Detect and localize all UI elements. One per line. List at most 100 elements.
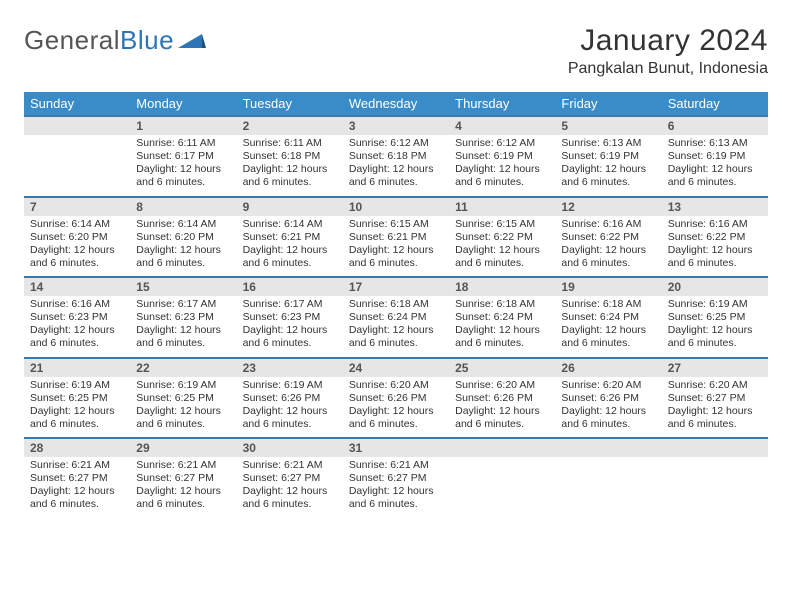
sunset-line: Sunset: 6:22 PM	[668, 231, 762, 244]
sunrise-line: Sunrise: 6:17 AM	[136, 298, 230, 311]
sunrise-line: Sunrise: 6:14 AM	[243, 218, 337, 231]
empty-cell	[449, 438, 555, 457]
daylight-line: Daylight: 12 hours and 6 minutes.	[455, 244, 549, 270]
weekday-header: Thursday	[449, 92, 555, 116]
day-content-cell: Sunrise: 6:21 AMSunset: 6:27 PMDaylight:…	[130, 457, 236, 518]
day-content-cell: Sunrise: 6:18 AMSunset: 6:24 PMDaylight:…	[449, 296, 555, 358]
day-content-cell: Sunrise: 6:17 AMSunset: 6:23 PMDaylight:…	[237, 296, 343, 358]
daylight-line: Daylight: 12 hours and 6 minutes.	[30, 405, 124, 431]
sunset-line: Sunset: 6:19 PM	[561, 150, 655, 163]
empty-cell	[24, 116, 130, 135]
day-content-cell: Sunrise: 6:20 AMSunset: 6:26 PMDaylight:…	[343, 377, 449, 439]
day-content-cell: Sunrise: 6:20 AMSunset: 6:26 PMDaylight:…	[449, 377, 555, 439]
sunset-line: Sunset: 6:27 PM	[136, 472, 230, 485]
day-content-cell: Sunrise: 6:16 AMSunset: 6:23 PMDaylight:…	[24, 296, 130, 358]
sunrise-line: Sunrise: 6:16 AM	[668, 218, 762, 231]
sunrise-line: Sunrise: 6:19 AM	[668, 298, 762, 311]
daylight-line: Daylight: 12 hours and 6 minutes.	[136, 324, 230, 350]
sunset-line: Sunset: 6:18 PM	[349, 150, 443, 163]
day-number-cell: 25	[449, 358, 555, 377]
empty-cell	[662, 457, 768, 518]
sunrise-line: Sunrise: 6:19 AM	[243, 379, 337, 392]
weekday-header: Monday	[130, 92, 236, 116]
sunset-line: Sunset: 6:24 PM	[455, 311, 549, 324]
sunset-line: Sunset: 6:23 PM	[136, 311, 230, 324]
sunset-line: Sunset: 6:27 PM	[30, 472, 124, 485]
day-content-cell: Sunrise: 6:11 AMSunset: 6:18 PMDaylight:…	[237, 135, 343, 197]
sunset-line: Sunset: 6:19 PM	[455, 150, 549, 163]
sunrise-line: Sunrise: 6:17 AM	[243, 298, 337, 311]
sunset-line: Sunset: 6:23 PM	[243, 311, 337, 324]
sunset-line: Sunset: 6:26 PM	[243, 392, 337, 405]
daylight-line: Daylight: 12 hours and 6 minutes.	[30, 324, 124, 350]
day-content-cell: Sunrise: 6:11 AMSunset: 6:17 PMDaylight:…	[130, 135, 236, 197]
sunset-line: Sunset: 6:25 PM	[30, 392, 124, 405]
sunset-line: Sunset: 6:26 PM	[561, 392, 655, 405]
day-number-cell: 21	[24, 358, 130, 377]
sunrise-line: Sunrise: 6:18 AM	[561, 298, 655, 311]
weekday-header: Tuesday	[237, 92, 343, 116]
sunrise-line: Sunrise: 6:19 AM	[136, 379, 230, 392]
sunrise-line: Sunrise: 6:20 AM	[668, 379, 762, 392]
daylight-line: Daylight: 12 hours and 6 minutes.	[243, 324, 337, 350]
empty-cell	[555, 438, 661, 457]
sunrise-line: Sunrise: 6:14 AM	[136, 218, 230, 231]
day-number-cell: 31	[343, 438, 449, 457]
day-number-cell: 26	[555, 358, 661, 377]
brand-part2: Blue	[120, 25, 174, 56]
sunset-line: Sunset: 6:20 PM	[136, 231, 230, 244]
sunrise-line: Sunrise: 6:20 AM	[561, 379, 655, 392]
day-content-cell: Sunrise: 6:19 AMSunset: 6:25 PMDaylight:…	[24, 377, 130, 439]
sunset-line: Sunset: 6:27 PM	[243, 472, 337, 485]
day-number-cell: 9	[237, 197, 343, 216]
sunset-line: Sunset: 6:26 PM	[349, 392, 443, 405]
day-number-cell: 10	[343, 197, 449, 216]
daylight-line: Daylight: 12 hours and 6 minutes.	[243, 485, 337, 511]
daylight-line: Daylight: 12 hours and 6 minutes.	[455, 324, 549, 350]
sunrise-line: Sunrise: 6:18 AM	[349, 298, 443, 311]
sunrise-line: Sunrise: 6:18 AM	[455, 298, 549, 311]
day-content-cell: Sunrise: 6:17 AMSunset: 6:23 PMDaylight:…	[130, 296, 236, 358]
sunset-line: Sunset: 6:23 PM	[30, 311, 124, 324]
daylight-line: Daylight: 12 hours and 6 minutes.	[668, 405, 762, 431]
day-content-cell: Sunrise: 6:16 AMSunset: 6:22 PMDaylight:…	[555, 216, 661, 278]
daylight-line: Daylight: 12 hours and 6 minutes.	[349, 324, 443, 350]
daylight-line: Daylight: 12 hours and 6 minutes.	[136, 163, 230, 189]
day-number-cell: 5	[555, 116, 661, 135]
sunset-line: Sunset: 6:22 PM	[455, 231, 549, 244]
daylight-line: Daylight: 12 hours and 6 minutes.	[243, 163, 337, 189]
day-content-cell: Sunrise: 6:15 AMSunset: 6:22 PMDaylight:…	[449, 216, 555, 278]
calendar-week-content: Sunrise: 6:11 AMSunset: 6:17 PMDaylight:…	[24, 135, 768, 197]
sunrise-line: Sunrise: 6:12 AM	[455, 137, 549, 150]
brand-logo: GeneralBlue	[24, 24, 206, 57]
sunrise-line: Sunrise: 6:21 AM	[243, 459, 337, 472]
sunset-line: Sunset: 6:27 PM	[349, 472, 443, 485]
day-content-cell: Sunrise: 6:12 AMSunset: 6:19 PMDaylight:…	[449, 135, 555, 197]
day-content-cell: Sunrise: 6:19 AMSunset: 6:25 PMDaylight:…	[662, 296, 768, 358]
day-number-cell: 30	[237, 438, 343, 457]
day-content-cell: Sunrise: 6:18 AMSunset: 6:24 PMDaylight:…	[343, 296, 449, 358]
daylight-line: Daylight: 12 hours and 6 minutes.	[668, 244, 762, 270]
weekday-header: Friday	[555, 92, 661, 116]
calendar-week-content: Sunrise: 6:19 AMSunset: 6:25 PMDaylight:…	[24, 377, 768, 439]
sunrise-line: Sunrise: 6:16 AM	[561, 218, 655, 231]
day-number-cell: 22	[130, 358, 236, 377]
calendar-week-daynums: 21222324252627	[24, 358, 768, 377]
daylight-line: Daylight: 12 hours and 6 minutes.	[30, 244, 124, 270]
sunset-line: Sunset: 6:24 PM	[349, 311, 443, 324]
sunset-line: Sunset: 6:21 PM	[349, 231, 443, 244]
sunset-line: Sunset: 6:26 PM	[455, 392, 549, 405]
logo-triangle-icon	[178, 26, 206, 57]
sunset-line: Sunset: 6:22 PM	[561, 231, 655, 244]
daylight-line: Daylight: 12 hours and 6 minutes.	[668, 163, 762, 189]
sunrise-line: Sunrise: 6:21 AM	[349, 459, 443, 472]
sunrise-line: Sunrise: 6:14 AM	[30, 218, 124, 231]
sunrise-line: Sunrise: 6:21 AM	[30, 459, 124, 472]
day-number-cell: 3	[343, 116, 449, 135]
calendar-week-content: Sunrise: 6:16 AMSunset: 6:23 PMDaylight:…	[24, 296, 768, 358]
day-number-cell: 8	[130, 197, 236, 216]
calendar-week-content: Sunrise: 6:21 AMSunset: 6:27 PMDaylight:…	[24, 457, 768, 518]
day-content-cell: Sunrise: 6:21 AMSunset: 6:27 PMDaylight:…	[24, 457, 130, 518]
daylight-line: Daylight: 12 hours and 6 minutes.	[561, 163, 655, 189]
day-number-cell: 29	[130, 438, 236, 457]
